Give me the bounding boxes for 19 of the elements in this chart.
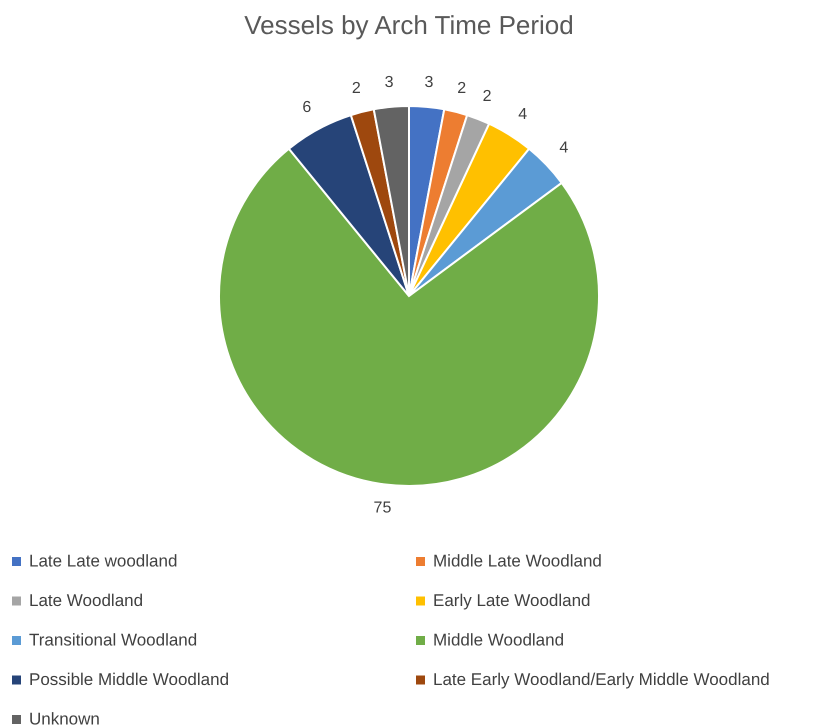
- data-label: 2: [352, 80, 361, 97]
- legend-label: Transitional Woodland: [29, 630, 198, 650]
- legend-label: Late Early Woodland/Early Middle Woodland: [433, 670, 770, 689]
- data-label: 4: [518, 106, 528, 123]
- legend-label: Possible Middle Woodland: [29, 670, 230, 689]
- data-label: 2: [482, 88, 492, 105]
- chart-title: Vessels by Arch Time Period: [244, 10, 574, 40]
- legend-label: Early Late Woodland: [433, 590, 591, 610]
- data-label: 2: [457, 80, 466, 97]
- legend-label: Late Woodland: [29, 590, 144, 610]
- legend-label: Middle Woodland: [433, 630, 564, 650]
- legend-label: Middle Late Woodland: [433, 551, 602, 570]
- data-label: 3: [384, 74, 394, 92]
- data-label: 3: [424, 74, 434, 92]
- legend-label: Late Late woodland: [29, 551, 178, 570]
- data-label: 75: [374, 500, 392, 517]
- legend-label: Unknown: [29, 709, 100, 728]
- data-label: 4: [559, 139, 568, 156]
- data-label: 6: [302, 99, 312, 116]
